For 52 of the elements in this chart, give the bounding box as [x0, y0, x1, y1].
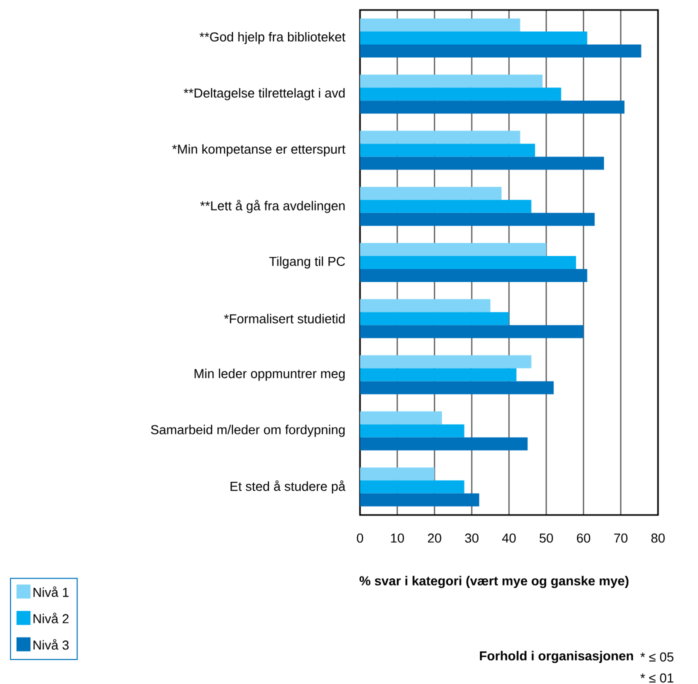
bar: [360, 467, 435, 480]
x-tick-label: 0: [356, 534, 364, 543]
y-tick-label: Min leder oppmuntrer meg: [194, 368, 345, 381]
y-tick-label: **God hjelp fra biblioteket: [200, 32, 346, 44]
x-tick-label: 80: [651, 534, 665, 543]
x-tick-label: 40: [502, 534, 516, 543]
y-tick-label: Samarbeid m/leder om fordypning: [150, 424, 345, 437]
bar: [360, 325, 584, 338]
y-tick-label: Tilgang til PC: [269, 256, 345, 269]
y-tick-label: *Formalisert studietid: [224, 314, 345, 324]
bar: [360, 18, 520, 32]
bar: [360, 212, 595, 226]
y-tick-label: **Lett å gå fra avdelingen: [200, 200, 345, 213]
bar: [360, 355, 532, 368]
bar: [360, 480, 464, 494]
legend-label: Nivå 1: [34, 586, 69, 597]
bar: [360, 100, 624, 114]
bar: [360, 424, 464, 438]
bar: [360, 88, 562, 101]
bar: [360, 156, 604, 170]
legend-label: Nivå 3: [34, 639, 69, 650]
bar: [360, 312, 509, 326]
x-tick-label: 50: [540, 534, 553, 543]
bar: [360, 130, 520, 144]
x-tick-label: 70: [614, 534, 628, 543]
text: Forhold i organisasjonen: [480, 650, 634, 664]
bar: [360, 256, 576, 269]
bar: [360, 44, 642, 58]
text: * ≤ 01: [640, 673, 674, 683]
bar: [360, 411, 442, 424]
legend-label: Nivå 2: [34, 612, 69, 624]
bar: [360, 74, 543, 88]
x-tick-label: 60: [576, 534, 590, 543]
x-tick-label: 20: [428, 534, 442, 543]
x-tick-label: 10: [391, 534, 404, 543]
bar: [360, 381, 554, 394]
bar: [360, 186, 502, 200]
x-axis-title: % svar i kategori (vært mye og ganske mye): [360, 576, 628, 588]
bar: [360, 368, 516, 382]
bar: [360, 200, 532, 213]
bar: [360, 493, 480, 506]
text: * ≤ 05: [640, 652, 674, 662]
bar: [360, 269, 588, 282]
y-tick-label: Et sted å studere på: [230, 480, 346, 494]
y-tick-label: *Min kompetanse er etterspurt: [172, 144, 346, 156]
bar: [360, 437, 528, 450]
bar: [360, 144, 536, 157]
bar: [360, 299, 490, 312]
x-tick-label: 30: [465, 534, 478, 543]
bar: [360, 32, 588, 45]
y-tick-label: **Deltagelse tilrettelagt i avd: [184, 88, 345, 100]
bar: [360, 243, 546, 256]
